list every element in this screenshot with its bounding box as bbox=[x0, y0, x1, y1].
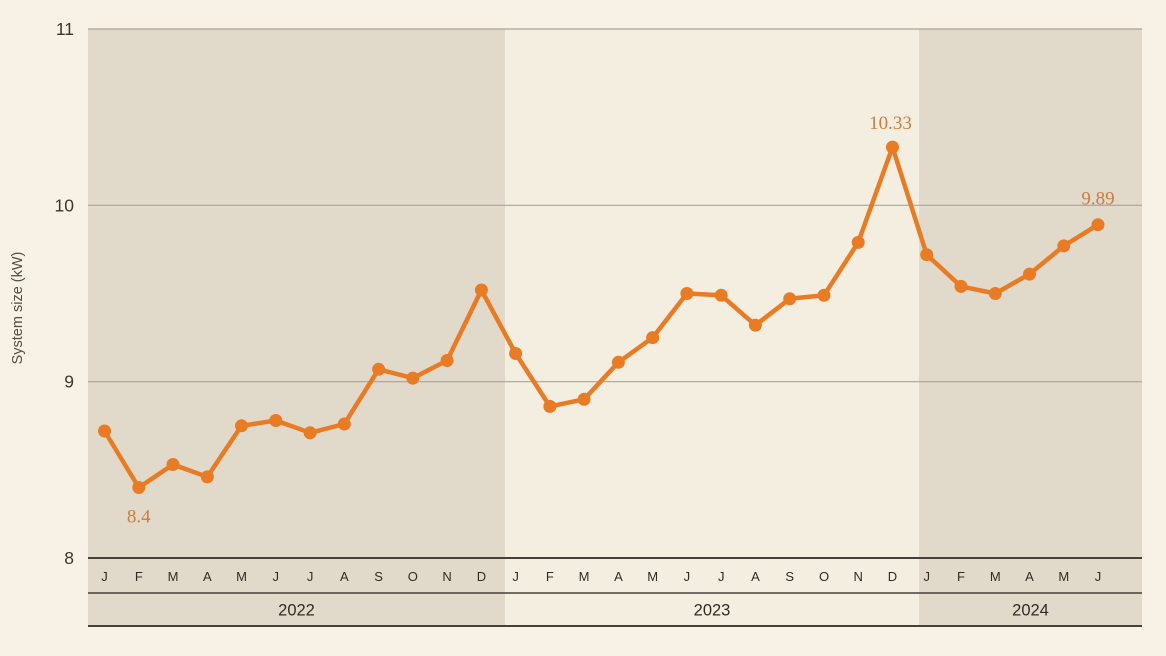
month-label: D bbox=[477, 569, 486, 584]
y-tick-11: 11 bbox=[56, 19, 74, 39]
year-band-2023 bbox=[505, 29, 919, 626]
month-label: J bbox=[512, 569, 519, 584]
y-axis-title: System size (kW) bbox=[10, 252, 26, 365]
month-label: F bbox=[957, 569, 965, 584]
month-label: O bbox=[408, 569, 418, 584]
annotation-8.4: 8.4 bbox=[127, 507, 151, 528]
month-label: M bbox=[647, 569, 658, 584]
month-label: S bbox=[374, 569, 383, 584]
y-tick-8: 8 bbox=[64, 548, 74, 568]
month-label: J bbox=[923, 569, 930, 584]
axis-lines bbox=[88, 557, 1142, 627]
month-label: D bbox=[888, 569, 897, 584]
data-point-22 bbox=[851, 235, 865, 249]
data-point-1 bbox=[132, 481, 146, 494]
data-point-24 bbox=[920, 248, 934, 262]
data-point-11 bbox=[474, 283, 488, 297]
year-label-2024: 2024 bbox=[1012, 602, 1049, 620]
year-label-2023: 2023 bbox=[694, 602, 731, 620]
data-point-12 bbox=[509, 347, 523, 360]
year-band-2024 bbox=[919, 29, 1142, 626]
data-point-23 bbox=[886, 140, 899, 154]
y-tick-9: 9 bbox=[64, 372, 74, 392]
data-point-20 bbox=[783, 292, 797, 306]
month-label: F bbox=[135, 569, 143, 584]
data-point-26 bbox=[988, 287, 1002, 300]
point-annotations: 8.4 10.33 9.89 bbox=[127, 113, 1115, 527]
data-point-27 bbox=[1023, 267, 1036, 281]
data-point-29 bbox=[1091, 218, 1105, 232]
data-point-28 bbox=[1057, 239, 1071, 253]
data-point-25 bbox=[954, 279, 968, 293]
data-point-4 bbox=[235, 419, 248, 433]
data-series bbox=[98, 140, 1105, 494]
month-label: A bbox=[203, 569, 212, 584]
month-label: J bbox=[273, 569, 280, 584]
data-point-16 bbox=[646, 331, 660, 345]
month-label: J bbox=[101, 569, 108, 584]
month-label: N bbox=[442, 569, 451, 584]
year-label-2022: 2022 bbox=[278, 602, 315, 620]
data-point-13 bbox=[543, 399, 557, 413]
month-label: F bbox=[546, 569, 554, 584]
gridlines bbox=[88, 28, 1142, 383]
annotation-9.89: 9.89 bbox=[1081, 189, 1114, 210]
month-label: M bbox=[990, 569, 1001, 584]
data-point-10 bbox=[440, 354, 454, 367]
month-label: S bbox=[785, 569, 794, 584]
month-label: J bbox=[1095, 569, 1102, 584]
month-label: M bbox=[579, 569, 590, 584]
data-point-7 bbox=[337, 417, 351, 431]
data-point-9 bbox=[406, 371, 420, 385]
y-tick-10: 10 bbox=[55, 195, 75, 215]
month-label: J bbox=[307, 569, 314, 584]
data-point-17 bbox=[680, 287, 694, 300]
month-label: A bbox=[751, 569, 760, 584]
month-label: M bbox=[168, 569, 179, 584]
annotation-10.33: 10.33 bbox=[869, 113, 912, 134]
month-label: M bbox=[1058, 569, 1069, 584]
month-label: J bbox=[718, 569, 725, 584]
month-label: N bbox=[854, 569, 863, 584]
month-label: A bbox=[340, 569, 349, 584]
data-point-8 bbox=[372, 362, 386, 376]
year-bands bbox=[88, 29, 1142, 626]
y-tick-labels: 8 9 10 11 bbox=[55, 19, 75, 568]
month-label: A bbox=[1025, 569, 1034, 584]
month-label: M bbox=[236, 569, 247, 584]
data-point-3 bbox=[200, 470, 214, 484]
data-point-21 bbox=[817, 288, 831, 302]
data-point-19 bbox=[748, 318, 762, 332]
data-point-18 bbox=[714, 288, 728, 302]
year-labels: 2022 2023 2024 bbox=[278, 602, 1049, 620]
month-label: A bbox=[614, 569, 623, 584]
data-point-6 bbox=[303, 426, 317, 440]
data-point-5 bbox=[269, 414, 283, 427]
month-label: O bbox=[819, 569, 829, 584]
data-point-2 bbox=[166, 458, 180, 471]
year-band-2022 bbox=[88, 29, 505, 626]
data-point-14 bbox=[577, 392, 591, 406]
data-point-15 bbox=[611, 355, 625, 369]
data-point-0 bbox=[98, 424, 111, 438]
month-label: J bbox=[684, 569, 691, 584]
